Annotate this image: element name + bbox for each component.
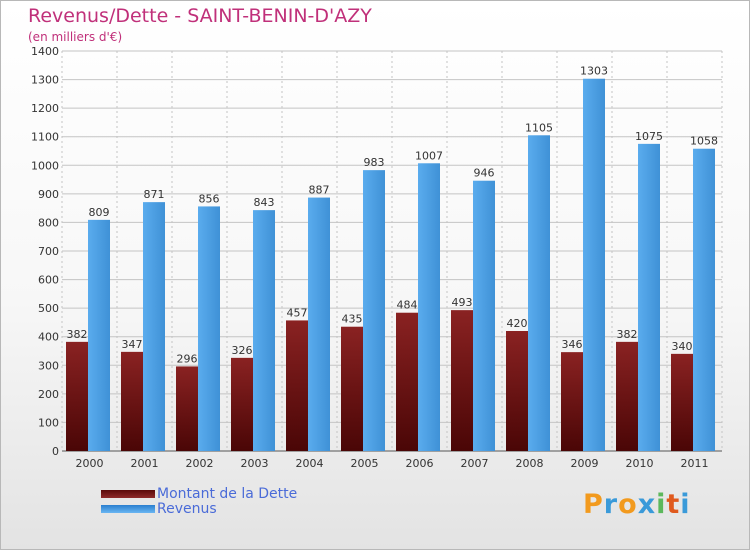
bar-dette [506, 331, 528, 451]
bar-revenus [418, 163, 440, 452]
bar-revenus [638, 143, 660, 451]
legend-swatch-dette [101, 490, 155, 498]
chart-title: Revenus/Dette - SAINT-BENIN-D'AZY [28, 5, 372, 27]
data-label-revenus: 1058 [690, 135, 718, 148]
x-tick-label: 2009 [571, 457, 599, 470]
data-label-revenus: 983 [364, 156, 385, 169]
x-tick-label: 2011 [681, 457, 709, 470]
logo-letter: i [680, 489, 691, 520]
bar-revenus [198, 206, 220, 451]
data-label-dette: 382 [617, 328, 638, 341]
x-tick-label: 2006 [406, 457, 434, 470]
data-label-dette: 382 [67, 328, 88, 341]
bar-revenus [583, 78, 605, 451]
y-tick-label: 600 [38, 274, 59, 287]
data-label-revenus: 871 [144, 188, 165, 201]
y-tick-label: 300 [38, 359, 59, 372]
bar-revenus [143, 202, 165, 451]
bar-dette [231, 357, 253, 451]
data-label-revenus: 843 [254, 196, 275, 209]
bar-dette [671, 353, 693, 451]
bar-revenus [693, 148, 715, 451]
legend: Montant de la Dette Revenus [101, 486, 361, 517]
bar-dette [616, 341, 638, 451]
data-label-dette: 435 [342, 313, 363, 326]
x-tick-label: 2002 [186, 457, 214, 470]
x-tick-label: 2003 [241, 457, 269, 470]
logo-letter: o [618, 489, 638, 520]
y-tick-label: 700 [38, 245, 59, 258]
data-label-dette: 457 [287, 306, 308, 319]
bar-revenus [528, 135, 550, 452]
logo-letter: P [583, 489, 604, 520]
bar-dette [121, 351, 143, 451]
x-tick-label: 2000 [76, 457, 104, 470]
x-tick-label: 2004 [296, 457, 324, 470]
data-label-revenus: 1105 [525, 121, 553, 134]
y-tick-label: 1200 [31, 102, 59, 115]
legend-swatch-revenus [101, 505, 155, 513]
data-label-dette: 326 [232, 344, 253, 357]
legend-label-revenus: Revenus [157, 501, 217, 517]
y-tick-label: 1400 [31, 45, 59, 58]
x-tick-label: 2001 [131, 457, 159, 470]
data-label-dette: 296 [177, 352, 198, 365]
x-tick-label: 2005 [351, 457, 379, 470]
legend-item-revenus: Revenus [101, 501, 361, 517]
bar-dette [561, 352, 583, 451]
data-label-revenus: 809 [89, 206, 110, 219]
logo-letter: x [637, 489, 657, 520]
data-label-dette: 346 [562, 338, 583, 351]
bar-dette [286, 320, 308, 451]
data-label-dette: 340 [672, 340, 693, 353]
bar-dette [396, 312, 418, 451]
y-tick-label: 100 [38, 416, 59, 429]
bar-dette [451, 310, 473, 451]
bar-dette [341, 326, 363, 451]
data-label-dette: 484 [397, 299, 418, 312]
y-tick-label: 1300 [31, 74, 59, 87]
data-label-dette: 347 [122, 338, 143, 351]
data-label-revenus: 1007 [415, 149, 443, 162]
x-tick-label: 2008 [516, 457, 544, 470]
logo-letter: i [656, 489, 667, 520]
bar-revenus [88, 219, 110, 451]
logo-letter: r [603, 489, 619, 520]
proxiti-logo: Proxiti [583, 489, 691, 520]
data-label-revenus: 946 [474, 167, 495, 180]
data-label-revenus: 887 [309, 184, 330, 197]
y-tick-label: 400 [38, 331, 59, 344]
data-label-revenus: 1075 [635, 130, 663, 143]
y-tick-label: 1100 [31, 131, 59, 144]
x-tick-label: 2007 [461, 457, 489, 470]
y-tick-label: 1000 [31, 159, 59, 172]
chart-subtitle: (en milliers d'€) [28, 30, 123, 44]
y-tick-label: 0 [52, 445, 59, 458]
legend-item-dette: Montant de la Dette [101, 486, 361, 502]
logo-letter: t [666, 489, 681, 520]
bar-revenus [308, 197, 330, 451]
bar-revenus [363, 170, 385, 451]
y-tick-label: 200 [38, 388, 59, 401]
y-tick-label: 800 [38, 216, 59, 229]
y-tick-label: 900 [38, 188, 59, 201]
data-label-dette: 493 [452, 296, 473, 309]
legend-label-dette: Montant de la Dette [157, 486, 298, 502]
bar-dette [66, 341, 88, 451]
bar-revenus [473, 180, 495, 451]
bar-dette [176, 366, 198, 451]
x-tick-label: 2010 [626, 457, 654, 470]
bar-revenus [253, 210, 275, 451]
y-tick-label: 500 [38, 302, 59, 315]
data-label-revenus: 1303 [580, 65, 608, 78]
data-label-dette: 420 [507, 317, 528, 330]
data-label-revenus: 856 [199, 192, 220, 205]
